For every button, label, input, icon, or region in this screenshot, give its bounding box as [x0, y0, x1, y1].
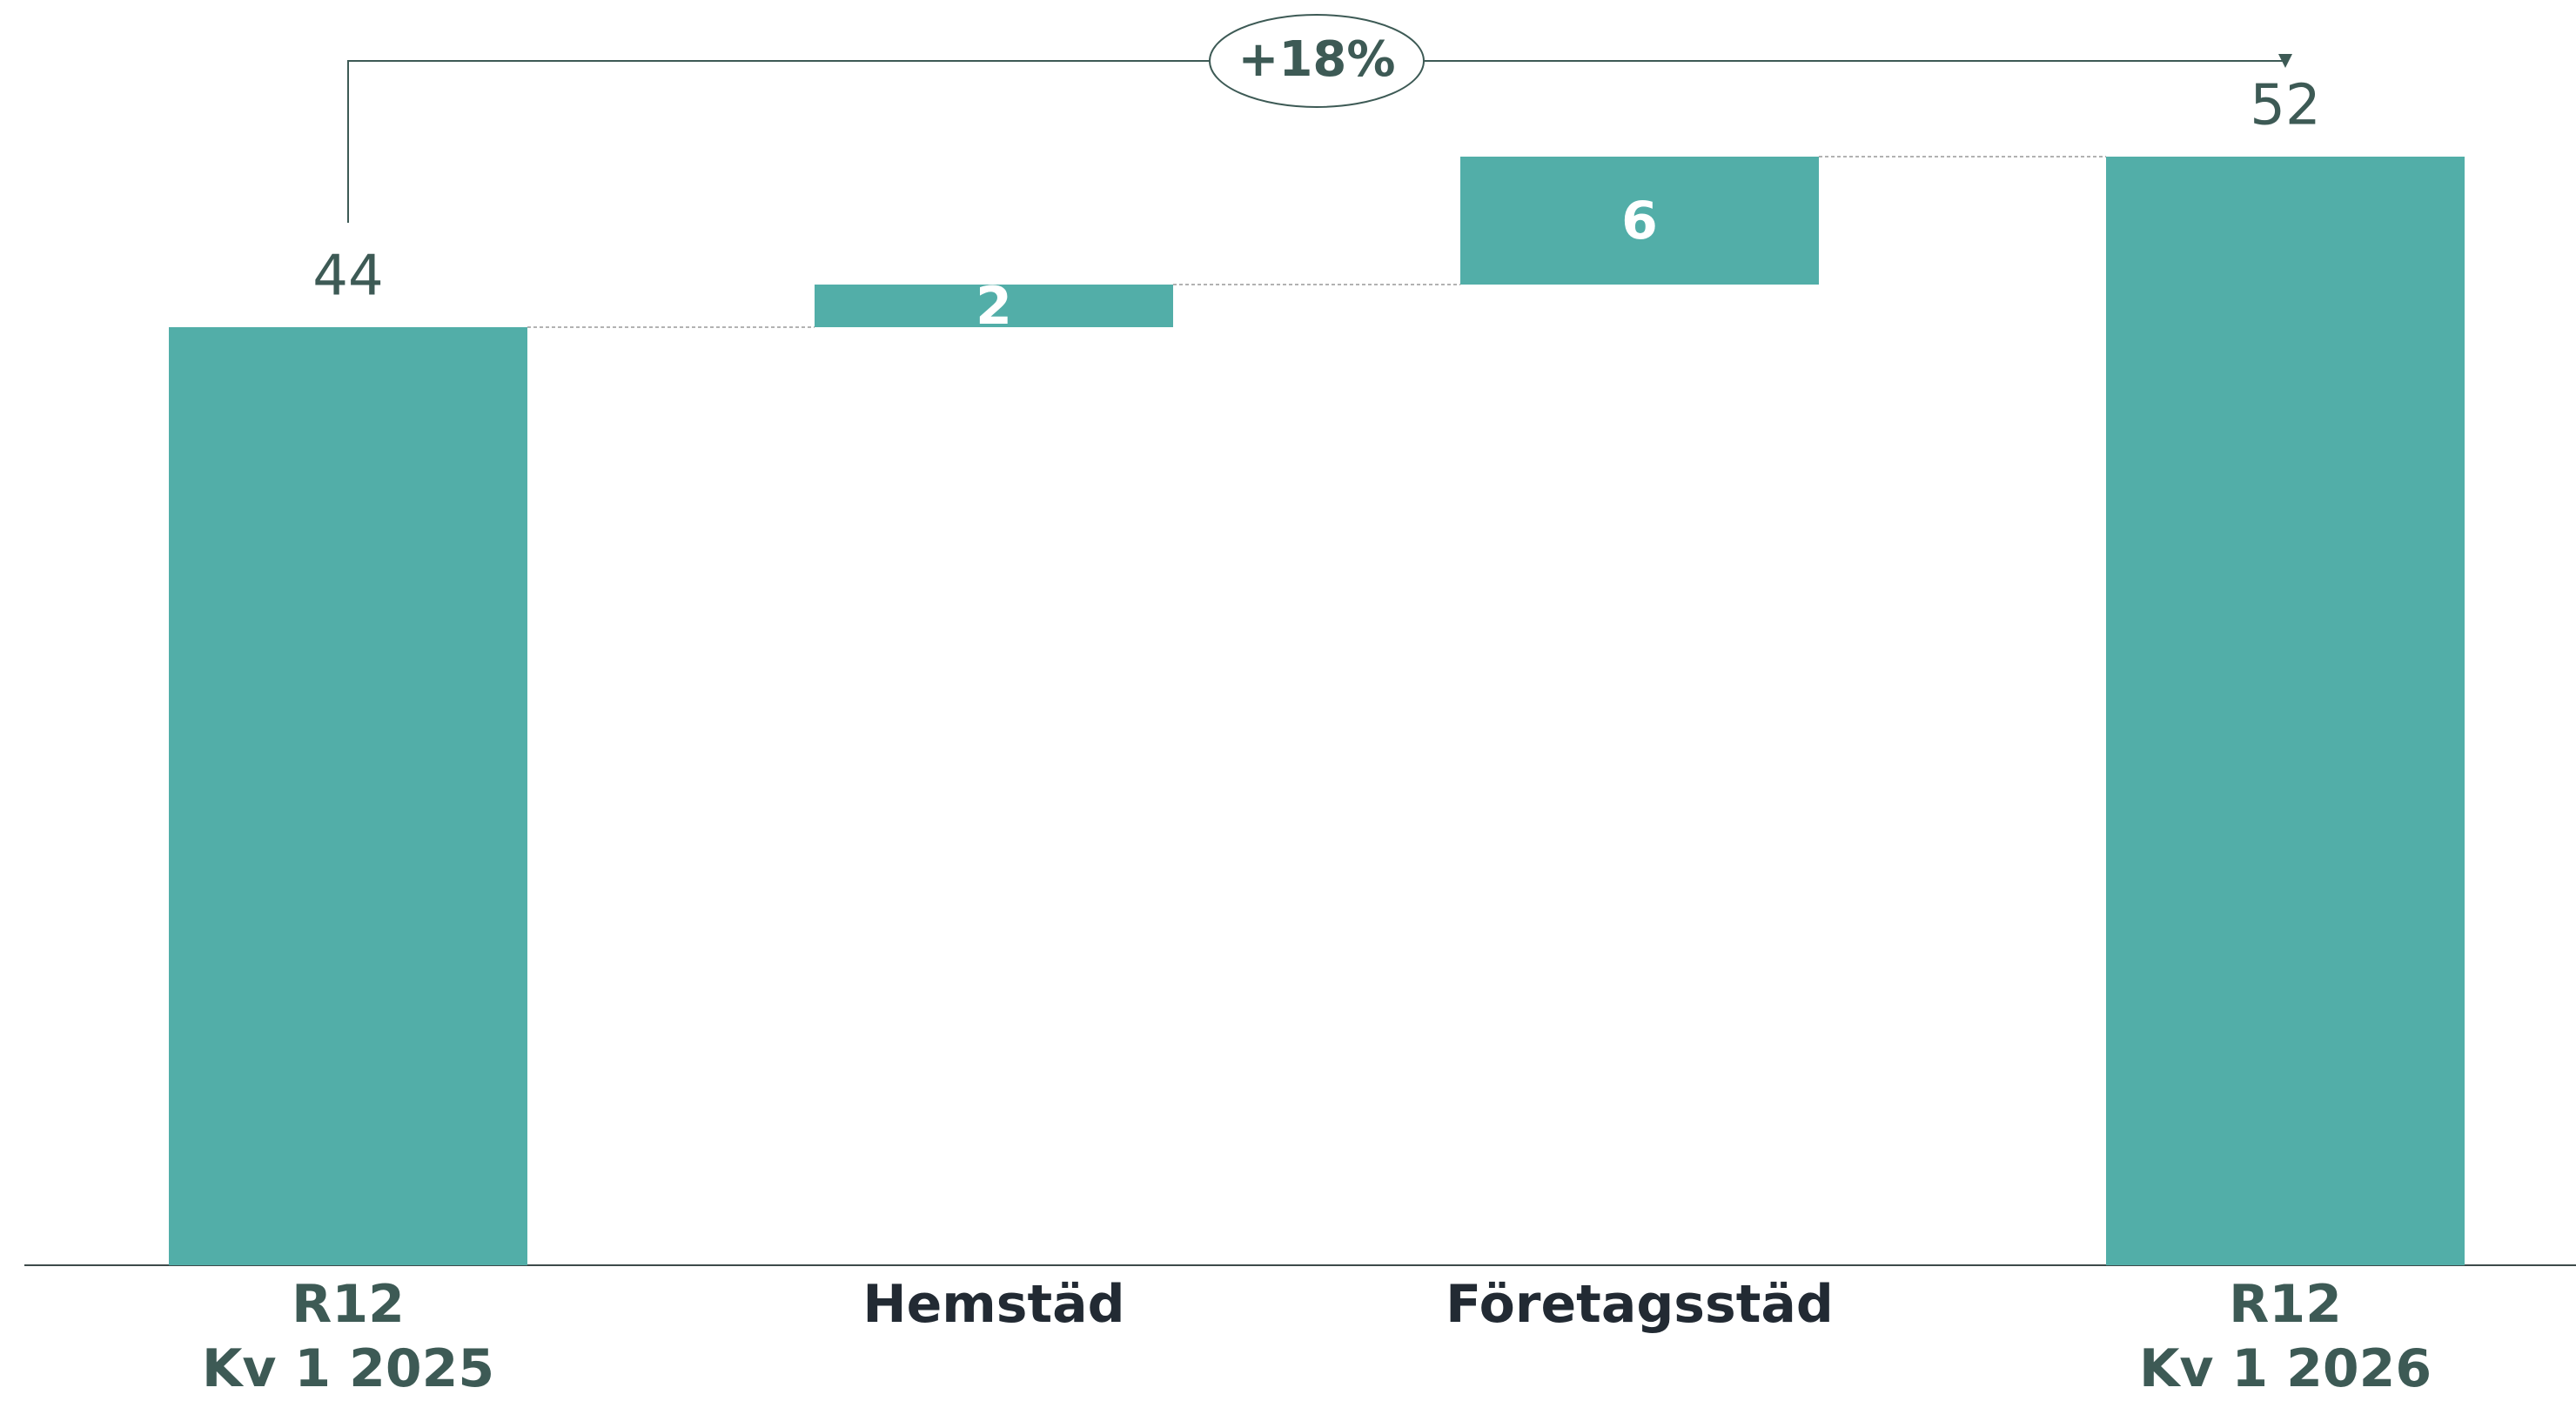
value-label: 6: [1621, 191, 1658, 251]
value-label: 52: [2250, 74, 2320, 138]
x-tick-label: Företagsstäd: [1446, 1274, 1834, 1335]
bar: [815, 285, 1173, 327]
value-label: 2: [976, 276, 1012, 337]
x-tick-label: Hemstäd: [862, 1274, 1125, 1335]
x-tick-label: R12 Kv 1 2026: [2138, 1274, 2432, 1399]
bar: [169, 327, 527, 1265]
bar: [1460, 157, 1819, 285]
annotation-bubble: [1209, 14, 1425, 108]
bar: [2106, 157, 2465, 1265]
value-label: 44: [312, 245, 383, 309]
annotation-label: +18%: [1238, 31, 1396, 88]
x-tick-label: R12 Kv 1 2025: [201, 1274, 495, 1399]
annotation-arrow: [2278, 54, 2292, 68]
